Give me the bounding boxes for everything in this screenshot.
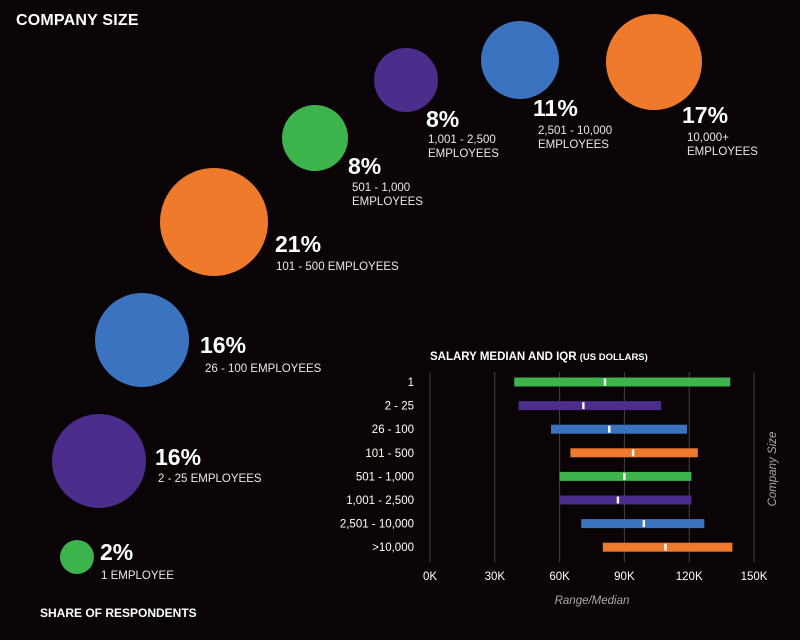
median-marker xyxy=(642,520,646,528)
row-label: >10,000 xyxy=(372,542,414,554)
x-tick-label: 60K xyxy=(549,571,570,583)
footer-label: SHARE OF RESPONDENTS xyxy=(40,606,197,620)
x-tick-label: 90K xyxy=(614,571,635,583)
row-label: 2,501 - 10,000 xyxy=(340,519,414,531)
median-marker xyxy=(603,378,607,386)
median-marker xyxy=(616,496,620,504)
bubble-101-500-employees xyxy=(160,168,268,276)
row-label: 101 - 500 xyxy=(365,448,414,460)
bubble-10000-plus-employees xyxy=(606,14,702,110)
median-marker xyxy=(623,472,626,480)
median-marker xyxy=(664,543,667,551)
bubble-501-1000-employees xyxy=(282,105,348,171)
bubble-26-100-employees xyxy=(95,293,189,387)
category-label: 10,000+ EMPLOYEES xyxy=(687,132,758,159)
x-axis-title: Range/Median xyxy=(555,595,630,607)
pct-label: 8% xyxy=(348,153,382,179)
bubble-1-employee xyxy=(60,540,94,574)
chart-title: SALARY MEDIAN AND IQR (US DOLLARS) xyxy=(430,351,648,363)
iqr-bar xyxy=(550,424,688,434)
x-tick-label: 30K xyxy=(485,571,506,583)
row-label: 2 - 25 xyxy=(385,401,414,413)
pct-label: 8% xyxy=(426,106,460,132)
row-label: 1 xyxy=(408,377,414,389)
x-tick-label: 0K xyxy=(423,571,437,583)
x-tick-label: 150K xyxy=(741,571,768,583)
median-marker xyxy=(631,449,635,457)
category-label: 1,001 - 2,500 EMPLOYEES xyxy=(428,134,499,161)
median-marker xyxy=(608,425,611,433)
iqr-bar xyxy=(559,495,692,505)
bubble-2-25-employees xyxy=(52,414,146,508)
page-title: COMPANY SIZE xyxy=(16,12,139,29)
pct-label: 11% xyxy=(533,95,578,121)
x-tick-label: 120K xyxy=(676,571,703,583)
category-label: 101 - 500 EMPLOYEES xyxy=(276,261,399,273)
bubble-2501-10000-employees xyxy=(481,21,559,99)
row-label: 501 - 1,000 xyxy=(356,471,414,483)
bubble-1001-2500-employees xyxy=(374,48,438,112)
category-label: 1 EMPLOYEE xyxy=(101,570,174,582)
chart-title-text: SALARY MEDIAN AND IQR xyxy=(430,351,577,363)
iqr-bar xyxy=(602,542,733,552)
iqr-bar xyxy=(514,377,731,387)
y-axis-title: Company Size xyxy=(767,432,779,507)
row-label: 1,001 - 2,500 xyxy=(346,495,414,507)
row-label: 26 - 100 xyxy=(372,424,414,436)
iqr-bar xyxy=(518,401,662,411)
category-label: 501 - 1,000 EMPLOYEES xyxy=(352,182,423,209)
pct-label: 16% xyxy=(155,444,202,470)
median-marker xyxy=(582,402,585,410)
pct-label: 2% xyxy=(100,539,134,565)
category-label: 2,501 - 10,000 EMPLOYEES xyxy=(538,125,613,152)
chart-title-unit: (US DOLLARS) xyxy=(579,352,648,363)
category-label: 26 - 100 EMPLOYEES xyxy=(205,363,322,375)
pct-label: 21% xyxy=(275,231,322,257)
pct-label: 16% xyxy=(200,332,247,358)
pct-label: 17% xyxy=(682,102,729,128)
category-label: 2 - 25 EMPLOYEES xyxy=(158,473,262,485)
